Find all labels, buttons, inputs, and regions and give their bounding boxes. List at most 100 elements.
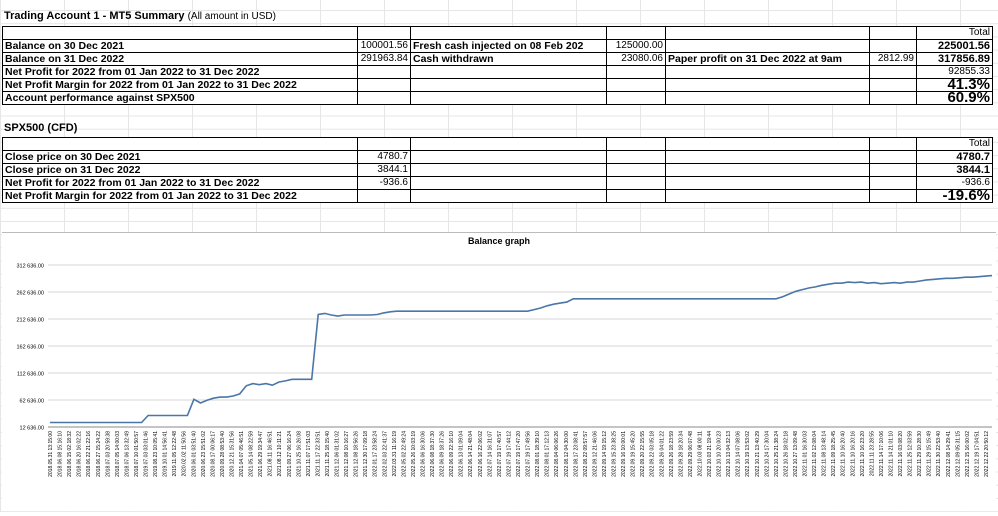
row-label[interactable]: Balance on 31 Dec 2022 (2, 52, 358, 66)
row-label[interactable]: Net Profit Margin for 2022 from 01 Jan 2… (2, 78, 358, 92)
empty-cell[interactable] (410, 189, 607, 203)
cash-withdrawn-label[interactable]: Cash withdrawn (410, 52, 607, 66)
empty-cell[interactable] (606, 176, 666, 190)
x-tick-label: 2022.02.03 22:41:37 (382, 431, 388, 477)
empty-cell[interactable] (357, 189, 411, 203)
spx-row-close-2021: Close price on 30 Dec 2021 4780.7 4780.7 (2, 150, 993, 164)
header-spacer[interactable] (606, 137, 666, 151)
y-tick-label: 262 636.00 (16, 291, 44, 297)
empty-cell[interactable] (869, 150, 917, 164)
cash-withdrawn-value[interactable]: 23080.06 (606, 52, 666, 66)
x-tick-label: 2018.07.10 01:50:57 (134, 431, 140, 477)
header-spacer[interactable] (869, 26, 917, 40)
empty-cell[interactable] (410, 91, 607, 105)
price-value[interactable]: -936.6 (357, 176, 411, 190)
empty-cell[interactable] (606, 65, 666, 79)
empty-cell[interactable] (357, 78, 411, 92)
row-label[interactable]: Close price on 30 Dec 2021 (2, 150, 358, 164)
empty-cell[interactable] (606, 150, 666, 164)
x-tick-label: 2022.11.14 21:01:10 (889, 431, 895, 477)
price-value[interactable]: 3844.1 (357, 163, 411, 177)
total-value[interactable]: 60.9% (916, 91, 993, 105)
empty-cell[interactable] (606, 78, 666, 92)
x-tick-label: 2021.06.29 19:34:47 (258, 431, 264, 477)
empty-cell[interactable] (665, 39, 870, 53)
x-tick-label: 2022.05.26 10:03:19 (411, 431, 417, 477)
empty-cell[interactable] (606, 189, 666, 203)
header-spacer[interactable] (665, 26, 870, 40)
account-summary-table: Total Balance on 30 Dec 2021 100001.56 F… (2, 26, 993, 105)
empty-cell[interactable] (357, 91, 411, 105)
empty-cell[interactable] (665, 150, 870, 164)
empty-cell[interactable] (665, 78, 870, 92)
x-tick-label: 2022.01.17 23:58:24 (373, 431, 379, 477)
header-spacer[interactable] (410, 26, 607, 40)
empty-cell[interactable] (869, 65, 917, 79)
empty-cell[interactable] (410, 163, 607, 177)
empty-cell[interactable] (665, 189, 870, 203)
empty-cell[interactable] (869, 91, 917, 105)
header-spacer[interactable] (2, 26, 358, 40)
total-value[interactable]: -19.6% (916, 189, 993, 203)
x-tick-label: 2022.07.19 17:40:57 (497, 431, 503, 477)
x-tick-label: 2022.10.10 20:00:23 (717, 431, 723, 477)
row-label[interactable]: Close price on 31 Dec 2022 (2, 163, 358, 177)
header-spacer[interactable] (665, 137, 870, 151)
total-value[interactable]: 4780.7 (916, 150, 993, 164)
empty-cell[interactable] (410, 78, 607, 92)
balance-value[interactable]: 100001.56 (357, 39, 411, 53)
total-value[interactable]: 317856.89 (916, 52, 993, 66)
x-tick-label: 2021.04.07 05:46:51 (239, 431, 245, 477)
total-value[interactable]: 225001.56 (916, 39, 993, 53)
header-spacer[interactable] (357, 137, 411, 151)
spx-row-net-profit: Net Profit for 2022 from 01 Jan 2022 to … (2, 176, 993, 190)
x-tick-label: 2019.10.01 14:56:41 (163, 431, 169, 477)
paper-profit-label[interactable]: Paper profit on 31 Dec 2022 at 9am (665, 52, 870, 66)
price-value[interactable]: 4780.7 (357, 150, 411, 164)
empty-cell[interactable] (869, 176, 917, 190)
header-spacer[interactable] (410, 137, 607, 151)
empty-cell[interactable] (357, 65, 411, 79)
total-value[interactable]: 92855.33 (916, 65, 993, 79)
empty-cell[interactable] (869, 39, 917, 53)
x-tick-label: 2019.08.23 10:05:41 (153, 431, 159, 477)
empty-cell[interactable] (665, 163, 870, 177)
paper-profit-value[interactable]: 2812.99 (869, 52, 917, 66)
header-spacer[interactable] (606, 26, 666, 40)
empty-cell[interactable] (606, 91, 666, 105)
x-tick-label: 2021.11.17 22:33:51 (315, 431, 321, 477)
total-value[interactable]: 3844.1 (916, 163, 993, 177)
header-spacer[interactable] (2, 137, 358, 151)
account-total-header[interactable]: Total (916, 26, 993, 40)
spx-total-header[interactable]: Total (916, 137, 993, 151)
total-value[interactable]: 41.3% (916, 78, 993, 92)
empty-cell[interactable] (869, 78, 917, 92)
fresh-cash-label[interactable]: Fresh cash injected on 08 Feb 202 (410, 39, 607, 53)
header-spacer[interactable] (357, 26, 411, 40)
balance-value[interactable]: 291963.84 (357, 52, 411, 66)
x-tick-label: 2022.11.29 15:15:49 (927, 431, 933, 477)
total-value[interactable]: -936.6 (916, 176, 993, 190)
empty-cell[interactable] (410, 65, 607, 79)
row-label[interactable]: Account performance against SPX500 (2, 91, 358, 105)
empty-cell[interactable] (410, 150, 607, 164)
row-label[interactable]: Net Profit Margin for 2022 from 01 Jan 2… (2, 189, 358, 203)
empty-cell[interactable] (665, 176, 870, 190)
empty-cell[interactable] (606, 163, 666, 177)
fresh-cash-value[interactable]: 125000.00 (606, 39, 666, 53)
header-spacer[interactable] (869, 137, 917, 151)
empty-cell[interactable] (410, 176, 607, 190)
balance-chart[interactable]: Balance graph 12 636.00 62 636.00 112 636.… (2, 232, 996, 511)
x-tick-label: 2022.10.21 13:40:29 (755, 431, 761, 477)
empty-cell[interactable] (665, 65, 870, 79)
row-label[interactable]: Balance on 30 Dec 2021 (2, 39, 358, 53)
row-label[interactable]: Net Profit for 2022 from 01 Jan 2022 to … (2, 65, 358, 79)
x-tick-label: 2022.11.02 12:08:04 (812, 431, 818, 477)
x-tick-label: 2022.09.16 10:00:01 (621, 431, 627, 477)
x-tick-label: 2020.08.17 00:06:17 (210, 431, 216, 477)
row-label[interactable]: Net Profit for 2022 from 01 Jan 2022 to … (2, 176, 358, 190)
empty-cell[interactable] (869, 163, 917, 177)
account-title-note: (All amount in USD) (187, 11, 276, 22)
empty-cell[interactable] (869, 189, 917, 203)
empty-cell[interactable] (665, 91, 870, 105)
